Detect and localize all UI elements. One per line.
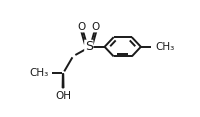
- Text: O: O: [77, 22, 85, 32]
- Text: CH₃: CH₃: [30, 68, 49, 78]
- Text: OH: OH: [55, 91, 71, 101]
- Text: O: O: [91, 22, 99, 32]
- Polygon shape: [62, 74, 63, 88]
- Text: CH₃: CH₃: [154, 42, 173, 52]
- Text: S: S: [84, 40, 92, 53]
